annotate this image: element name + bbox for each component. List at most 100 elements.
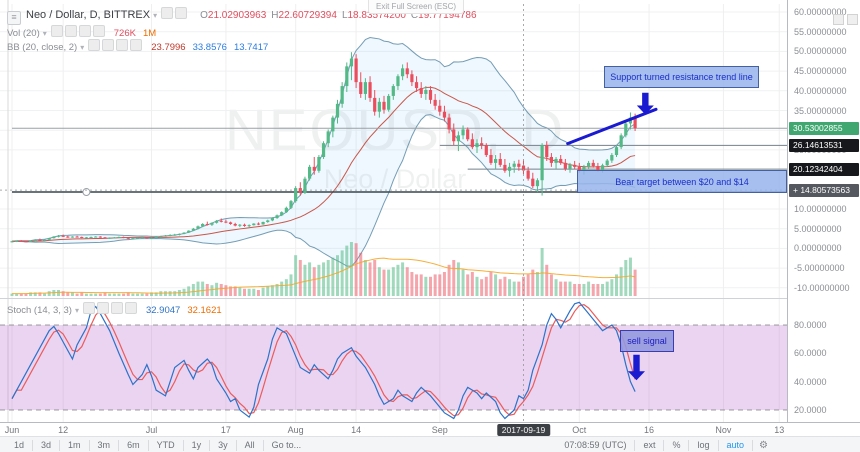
time-tick-label: Jun [4, 425, 20, 435]
price-tick-label: -5.00000000 [794, 263, 845, 274]
price-tick-label: 0.00000000 [794, 243, 842, 254]
bb-basis-value: 23.7996 [151, 42, 186, 53]
price-tag: 26.14613531 [789, 138, 859, 152]
eye-icon[interactable] [82, 302, 95, 314]
stoch-tick-label: 60.0000 [794, 348, 827, 359]
range-ytd[interactable]: YTD [149, 439, 184, 451]
down-arrow-icon[interactable] [627, 354, 645, 381]
range-3m[interactable]: 3m [90, 439, 120, 451]
range-all[interactable]: All [237, 439, 264, 451]
range-1d[interactable]: 1d [6, 439, 34, 451]
volume-ma-value: 1M [142, 28, 157, 39]
top-right-square-icon-2[interactable] [847, 14, 858, 25]
close-icon[interactable] [92, 25, 105, 37]
chevron-down-icon[interactable]: ▾ [42, 29, 47, 38]
time-tick-label: 13 [774, 425, 785, 435]
stoch-indicator-title[interactable]: Stoch (14, 3, 3) [7, 305, 72, 316]
price-tick-label: 50.00000000 [794, 46, 847, 57]
bb-legend: BB (20, close, 2) ▾ 23.7996 33.8576 13.7417 [7, 39, 268, 53]
log-scale-toggle[interactable]: log [689, 439, 719, 451]
down-arrow-icon[interactable] [636, 92, 654, 115]
price-tick-label: 40.00000000 [794, 85, 847, 96]
bb-upper-value: 33.8576 [192, 42, 227, 53]
gear-icon[interactable] [102, 39, 115, 51]
time-tick-label: Aug [287, 425, 304, 435]
chevron-down-icon[interactable]: ▾ [80, 43, 85, 52]
resistance-trend-line[interactable] [566, 107, 658, 146]
range-3y[interactable]: 3y [210, 439, 237, 451]
range-6m[interactable]: 6m [119, 439, 149, 451]
compare-icon[interactable] [161, 7, 174, 19]
gear-icon[interactable] [96, 302, 109, 314]
percent-scale-toggle[interactable]: % [664, 439, 690, 451]
exit-fullscreen-tooltip[interactable]: Exit Full Screen (ESC) [368, 0, 465, 14]
bb-lower-value: 13.7417 [233, 42, 269, 53]
price-tick-label: 10.00000000 [794, 204, 847, 214]
volume-indicator-title[interactable]: Vol (20) [7, 28, 40, 39]
volume-value: 726K [113, 28, 136, 39]
annotation-resistance-note[interactable]: Support turned resistance trend line [604, 66, 759, 88]
stoch-tick-label: 20.0000 [794, 405, 827, 415]
stoch-d-value: 32.1621 [187, 305, 222, 316]
crosshair-date-tag: 2017-09-19 [496, 424, 551, 436]
bottom-toolbar: 1d 3d 1m 3m 6m YTD 1y 3y All Go to... 07… [0, 436, 860, 452]
time-tick-label: Jul [145, 425, 158, 435]
stoch-k-value: 32.9047 [145, 305, 181, 316]
go-to-date[interactable]: Go to... [271, 439, 302, 450]
clock-utc[interactable]: 07:08:59 (UTC) [556, 439, 636, 451]
candlestick-series [10, 52, 637, 243]
time-tick-label: 17 [220, 425, 231, 435]
chart-canvas[interactable] [0, 0, 787, 424]
extended-hours-toggle[interactable]: ext [635, 439, 665, 451]
price-tag: 20.12342404 [789, 162, 859, 176]
bb-indicator-title[interactable]: BB (20, close, 2) [7, 42, 78, 53]
move-up-icon[interactable] [110, 302, 123, 314]
price-tag: 30.53002855 [789, 121, 859, 135]
price-axis[interactable]: 60.00000000 55.00000000 50.00000000 45.0000… [787, 0, 860, 436]
range-1m[interactable]: 1m [60, 439, 90, 451]
time-axis[interactable]: Jun 12 Jul 17 Aug 14 Sep Oct 16 Nov 13 2017-09-19 [0, 422, 860, 437]
chevron-down-icon[interactable]: ▾ [153, 11, 158, 20]
volume-series [10, 242, 637, 296]
move-up-icon[interactable] [116, 39, 129, 51]
volume-legend: Vol (20) ▾ 726K 1M [7, 25, 156, 39]
move-up-icon[interactable] [78, 25, 91, 37]
symbol-legend: ≡ Neo / Dollar, D, BITTREX ▾ O21.02903963 H2… [7, 7, 477, 25]
eye-icon[interactable] [50, 25, 63, 37]
time-tick-label: 16 [644, 425, 655, 435]
close-icon[interactable] [130, 39, 143, 51]
bb-lower-line [11, 114, 636, 267]
time-tick-label: Sep [431, 425, 448, 435]
price-tick-label: 45.00000000 [794, 66, 847, 77]
price-tick-label: 55.00000000 [794, 26, 847, 37]
stoch-d-line [11, 304, 636, 417]
line-anchor-handle [82, 188, 91, 197]
range-switcher: 1d 3d 1m 3m 6m YTD 1y 3y All Go to... [6, 439, 309, 451]
pane-separator[interactable] [0, 298, 860, 299]
auto-scale-toggle[interactable]: auto [719, 439, 754, 451]
stoch-tick-label: 80.0000 [794, 320, 827, 330]
time-tick-label: Nov [715, 425, 732, 435]
annotation-bear-target-note[interactable]: Bear target between $20 and $14 [577, 170, 787, 193]
stoch-k-line [11, 301, 636, 420]
chevron-down-icon[interactable]: ▾ [74, 306, 79, 315]
annotation-sell-signal-note[interactable]: sell signal [620, 330, 674, 352]
settings-gear-icon[interactable]: ⚙ [759, 439, 768, 451]
time-tick-label: Oct [572, 425, 587, 435]
stoch-legend: Stoch (14, 3, 3) ▾ 32.9047 32.1621 [7, 302, 222, 316]
ohlc-values: O21.02903963 H22.60729394 L18.83574200 C19.… [200, 10, 477, 21]
gear-icon[interactable] [64, 25, 77, 37]
top-right-square-icon-1[interactable] [833, 14, 844, 25]
time-tick-label: 12 [58, 425, 69, 435]
close-icon[interactable] [124, 302, 137, 314]
eye-icon[interactable] [88, 39, 101, 51]
stoch-tick-label: 40.0000 [794, 376, 827, 387]
symbol-title[interactable]: Neo / Dollar, D, BITTREX [26, 9, 151, 21]
range-3d[interactable]: 3d [33, 439, 61, 451]
price-tick-label: -10.00000000 [794, 282, 850, 293]
price-tick-label: 60.00000000 [794, 7, 847, 17]
range-1y[interactable]: 1y [184, 439, 211, 451]
symbol-menu-icon[interactable]: ≡ [7, 11, 21, 25]
settings-icon[interactable] [175, 7, 188, 19]
